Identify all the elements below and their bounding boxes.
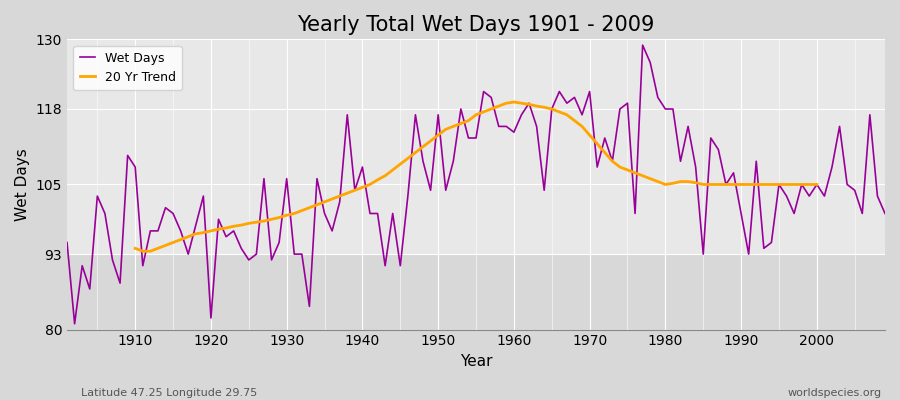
20 Yr Trend (311, 202, 322, 207)
Wet Days (69, 321, 80, 326)
Text: Latitude 47.25 Longitude 29.75: Latitude 47.25 Longitude 29.75 (81, 388, 257, 398)
Wet Days (342, 112, 353, 117)
20 Yr Trend (812, 182, 823, 187)
20 Yr Trend (130, 246, 140, 251)
Wet Days (508, 130, 519, 135)
Line: Wet Days: Wet Days (67, 45, 885, 324)
Wet Days (296, 252, 307, 256)
Bar (67, 39, 885, 254)
Title: Yearly Total Wet Days 1901 - 2009: Yearly Total Wet Days 1901 - 2009 (297, 15, 654, 35)
Wet Days (879, 211, 890, 216)
Line: 20 Yr Trend: 20 Yr Trend (135, 102, 817, 251)
X-axis label: Year: Year (460, 354, 492, 369)
20 Yr Trend (138, 249, 148, 254)
20 Yr Trend (296, 208, 307, 213)
Wet Days (61, 240, 72, 245)
Wet Days (607, 159, 617, 164)
Wet Days (637, 43, 648, 48)
Y-axis label: Wet Days: Wet Days (15, 148, 30, 221)
20 Yr Trend (539, 105, 550, 110)
Legend: Wet Days, 20 Yr Trend: Wet Days, 20 Yr Trend (73, 46, 182, 90)
Wet Days (130, 165, 140, 170)
20 Yr Trend (721, 182, 732, 187)
20 Yr Trend (804, 182, 814, 187)
20 Yr Trend (508, 100, 519, 104)
Text: worldspecies.org: worldspecies.org (788, 388, 882, 398)
Wet Days (516, 112, 526, 117)
20 Yr Trend (220, 226, 231, 230)
